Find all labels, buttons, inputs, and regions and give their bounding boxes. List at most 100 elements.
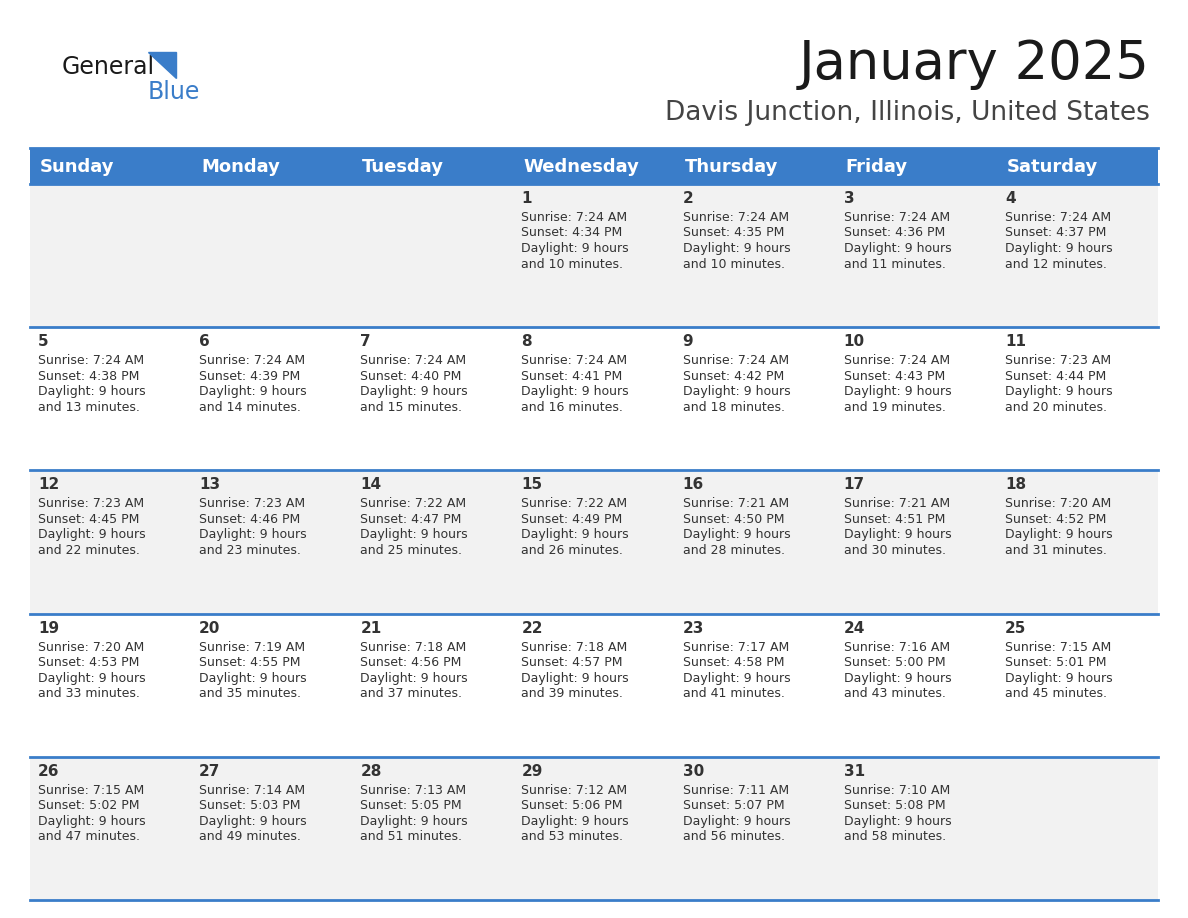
Text: Sunrise: 7:24 AM: Sunrise: 7:24 AM bbox=[683, 211, 789, 224]
Bar bbox=[30, 148, 191, 184]
Text: Sunset: 4:40 PM: Sunset: 4:40 PM bbox=[360, 370, 462, 383]
Text: and 26 minutes.: and 26 minutes. bbox=[522, 543, 624, 557]
Text: and 13 minutes.: and 13 minutes. bbox=[38, 400, 140, 414]
Bar bbox=[191, 148, 353, 184]
Text: 8: 8 bbox=[522, 334, 532, 349]
Text: 31: 31 bbox=[843, 764, 865, 778]
Text: Sunrise: 7:15 AM: Sunrise: 7:15 AM bbox=[38, 784, 144, 797]
Text: Sunset: 5:05 PM: Sunset: 5:05 PM bbox=[360, 800, 462, 812]
Text: General: General bbox=[62, 55, 156, 79]
Text: Sunrise: 7:24 AM: Sunrise: 7:24 AM bbox=[38, 354, 144, 367]
Text: and 19 minutes.: and 19 minutes. bbox=[843, 400, 946, 414]
Bar bbox=[30, 327, 1158, 470]
Text: Sunset: 4:45 PM: Sunset: 4:45 PM bbox=[38, 513, 139, 526]
Text: and 16 minutes.: and 16 minutes. bbox=[522, 400, 624, 414]
Text: and 39 minutes.: and 39 minutes. bbox=[522, 687, 624, 700]
Text: Daylight: 9 hours: Daylight: 9 hours bbox=[522, 386, 630, 398]
Text: Friday: Friday bbox=[846, 158, 908, 176]
Text: 25: 25 bbox=[1005, 621, 1026, 635]
Text: Daylight: 9 hours: Daylight: 9 hours bbox=[683, 672, 790, 685]
Text: Sunrise: 7:15 AM: Sunrise: 7:15 AM bbox=[1005, 641, 1111, 654]
Bar bbox=[997, 148, 1158, 184]
Text: Sunset: 4:55 PM: Sunset: 4:55 PM bbox=[200, 656, 301, 669]
Text: Sunset: 5:00 PM: Sunset: 5:00 PM bbox=[843, 656, 946, 669]
Text: and 37 minutes.: and 37 minutes. bbox=[360, 687, 462, 700]
Text: Sunrise: 7:23 AM: Sunrise: 7:23 AM bbox=[38, 498, 144, 510]
Text: 3: 3 bbox=[843, 191, 854, 206]
Text: and 58 minutes.: and 58 minutes. bbox=[843, 830, 946, 844]
Text: Sunrise: 7:24 AM: Sunrise: 7:24 AM bbox=[683, 354, 789, 367]
Text: 15: 15 bbox=[522, 477, 543, 492]
Text: and 31 minutes.: and 31 minutes. bbox=[1005, 543, 1107, 557]
Text: and 23 minutes.: and 23 minutes. bbox=[200, 543, 301, 557]
Text: Sunrise: 7:24 AM: Sunrise: 7:24 AM bbox=[522, 211, 627, 224]
Text: Daylight: 9 hours: Daylight: 9 hours bbox=[360, 815, 468, 828]
Text: 14: 14 bbox=[360, 477, 381, 492]
Text: and 49 minutes.: and 49 minutes. bbox=[200, 830, 301, 844]
Text: 30: 30 bbox=[683, 764, 703, 778]
Text: and 10 minutes.: and 10 minutes. bbox=[683, 258, 784, 271]
Text: Sunrise: 7:19 AM: Sunrise: 7:19 AM bbox=[200, 641, 305, 654]
Text: Daylight: 9 hours: Daylight: 9 hours bbox=[522, 242, 630, 255]
Text: 2: 2 bbox=[683, 191, 694, 206]
Text: Daylight: 9 hours: Daylight: 9 hours bbox=[360, 529, 468, 542]
Text: and 45 minutes.: and 45 minutes. bbox=[1005, 687, 1107, 700]
Text: 10: 10 bbox=[843, 334, 865, 349]
Text: 9: 9 bbox=[683, 334, 693, 349]
Text: Sunrise: 7:10 AM: Sunrise: 7:10 AM bbox=[843, 784, 950, 797]
Text: Sunset: 4:38 PM: Sunset: 4:38 PM bbox=[38, 370, 139, 383]
Text: and 25 minutes.: and 25 minutes. bbox=[360, 543, 462, 557]
Text: 24: 24 bbox=[843, 621, 865, 635]
Text: Sunset: 5:02 PM: Sunset: 5:02 PM bbox=[38, 800, 139, 812]
Text: 1: 1 bbox=[522, 191, 532, 206]
Text: Sunset: 5:08 PM: Sunset: 5:08 PM bbox=[843, 800, 946, 812]
Text: Sunrise: 7:16 AM: Sunrise: 7:16 AM bbox=[843, 641, 950, 654]
Text: 28: 28 bbox=[360, 764, 381, 778]
Text: Sunrise: 7:24 AM: Sunrise: 7:24 AM bbox=[522, 354, 627, 367]
Text: and 12 minutes.: and 12 minutes. bbox=[1005, 258, 1107, 271]
Text: Sunrise: 7:13 AM: Sunrise: 7:13 AM bbox=[360, 784, 467, 797]
Bar bbox=[30, 613, 1158, 756]
Text: and 22 minutes.: and 22 minutes. bbox=[38, 543, 140, 557]
Text: Daylight: 9 hours: Daylight: 9 hours bbox=[1005, 529, 1112, 542]
Text: 22: 22 bbox=[522, 621, 543, 635]
Text: 16: 16 bbox=[683, 477, 703, 492]
Text: Sunrise: 7:12 AM: Sunrise: 7:12 AM bbox=[522, 784, 627, 797]
Text: Sunrise: 7:22 AM: Sunrise: 7:22 AM bbox=[522, 498, 627, 510]
Polygon shape bbox=[148, 52, 176, 78]
Text: and 14 minutes.: and 14 minutes. bbox=[200, 400, 301, 414]
Text: Sunset: 4:49 PM: Sunset: 4:49 PM bbox=[522, 513, 623, 526]
Text: Sunset: 4:46 PM: Sunset: 4:46 PM bbox=[200, 513, 301, 526]
Text: Daylight: 9 hours: Daylight: 9 hours bbox=[522, 672, 630, 685]
Text: Daylight: 9 hours: Daylight: 9 hours bbox=[843, 672, 952, 685]
Text: Sunrise: 7:17 AM: Sunrise: 7:17 AM bbox=[683, 641, 789, 654]
Text: 27: 27 bbox=[200, 764, 221, 778]
Text: Sunrise: 7:20 AM: Sunrise: 7:20 AM bbox=[1005, 498, 1111, 510]
Text: Daylight: 9 hours: Daylight: 9 hours bbox=[360, 672, 468, 685]
Text: and 53 minutes.: and 53 minutes. bbox=[522, 830, 624, 844]
Text: Daylight: 9 hours: Daylight: 9 hours bbox=[200, 672, 307, 685]
Text: and 30 minutes.: and 30 minutes. bbox=[843, 543, 946, 557]
Text: Tuesday: Tuesday bbox=[362, 158, 444, 176]
Text: Sunset: 4:39 PM: Sunset: 4:39 PM bbox=[200, 370, 301, 383]
Text: 5: 5 bbox=[38, 334, 49, 349]
Text: Sunset: 5:07 PM: Sunset: 5:07 PM bbox=[683, 800, 784, 812]
Text: Sunrise: 7:11 AM: Sunrise: 7:11 AM bbox=[683, 784, 789, 797]
Bar bbox=[675, 148, 835, 184]
Text: Sunset: 4:58 PM: Sunset: 4:58 PM bbox=[683, 656, 784, 669]
Text: Daylight: 9 hours: Daylight: 9 hours bbox=[683, 242, 790, 255]
Text: 17: 17 bbox=[843, 477, 865, 492]
Text: Daylight: 9 hours: Daylight: 9 hours bbox=[522, 815, 630, 828]
Text: and 28 minutes.: and 28 minutes. bbox=[683, 543, 784, 557]
Text: and 56 minutes.: and 56 minutes. bbox=[683, 830, 784, 844]
Text: Thursday: Thursday bbox=[684, 158, 778, 176]
Bar bbox=[353, 148, 513, 184]
Text: 20: 20 bbox=[200, 621, 221, 635]
Text: Sunset: 4:37 PM: Sunset: 4:37 PM bbox=[1005, 227, 1106, 240]
Text: Daylight: 9 hours: Daylight: 9 hours bbox=[843, 815, 952, 828]
Text: Sunset: 4:42 PM: Sunset: 4:42 PM bbox=[683, 370, 784, 383]
Text: 29: 29 bbox=[522, 764, 543, 778]
Text: and 51 minutes.: and 51 minutes. bbox=[360, 830, 462, 844]
Text: Daylight: 9 hours: Daylight: 9 hours bbox=[38, 672, 146, 685]
Text: Sunrise: 7:24 AM: Sunrise: 7:24 AM bbox=[200, 354, 305, 367]
